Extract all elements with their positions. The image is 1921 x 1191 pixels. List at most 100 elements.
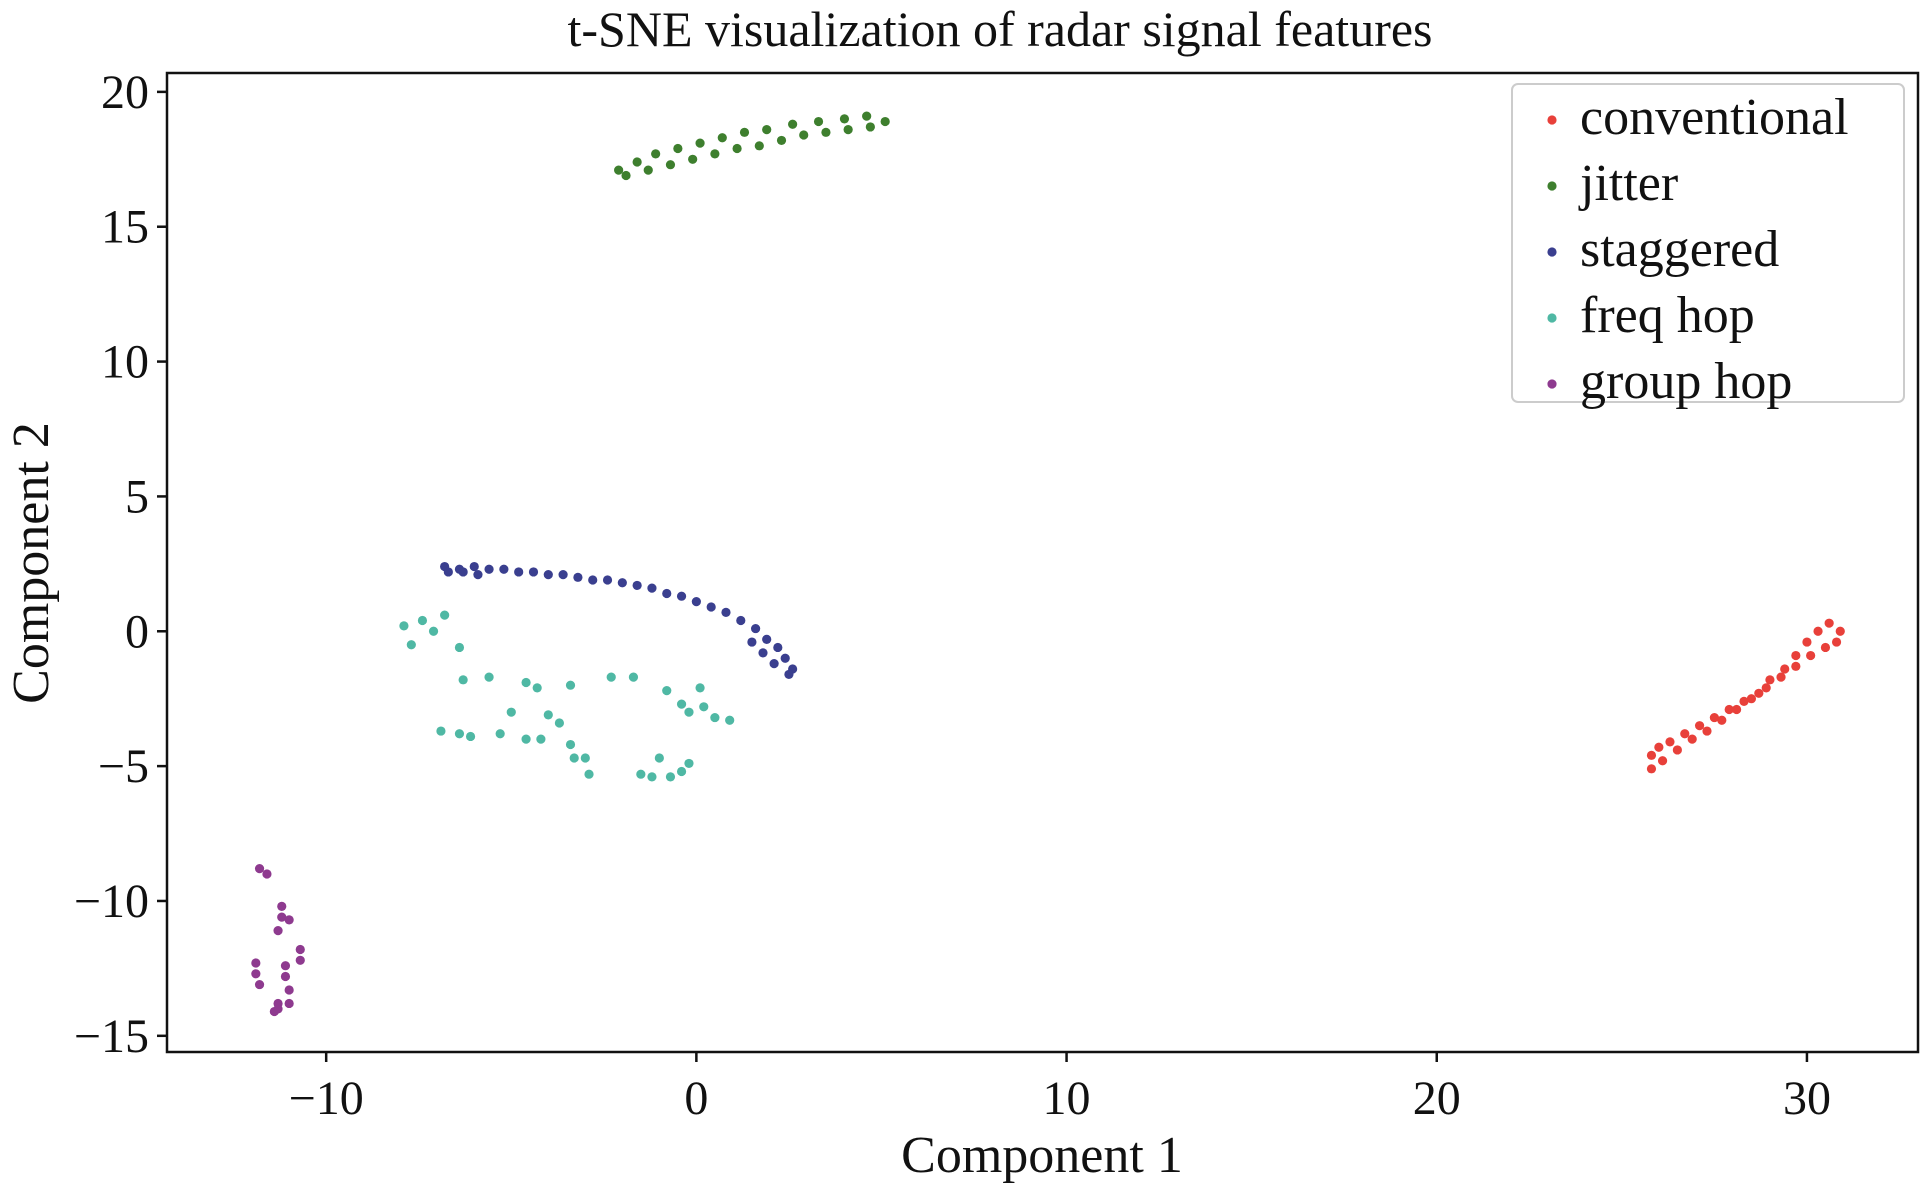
data-point xyxy=(880,116,890,127)
data-point xyxy=(1687,734,1697,744)
data-point xyxy=(558,570,568,580)
data-point xyxy=(1739,696,1749,706)
data-point xyxy=(428,626,439,636)
legend-frame xyxy=(1511,83,1905,403)
data-point xyxy=(528,567,539,577)
data-point xyxy=(776,135,787,146)
data-point xyxy=(762,634,772,644)
data-point xyxy=(495,729,505,739)
series-jitter xyxy=(614,111,890,181)
data-point xyxy=(773,642,783,653)
data-point xyxy=(784,669,794,680)
data-point xyxy=(862,111,872,121)
data-point xyxy=(499,564,509,574)
data-point xyxy=(813,116,824,127)
data-point xyxy=(614,165,624,175)
data-point xyxy=(865,122,875,132)
data-point xyxy=(514,567,524,577)
series-freq-hop xyxy=(399,610,735,782)
data-point xyxy=(654,753,664,763)
data-point xyxy=(636,769,646,779)
data-point xyxy=(721,607,731,617)
data-point xyxy=(254,979,265,990)
x-tick-label: 20 xyxy=(1413,1072,1461,1125)
data-point xyxy=(436,726,446,736)
data-point xyxy=(695,683,705,693)
y-tick-label: 5 xyxy=(125,470,149,523)
data-point xyxy=(1702,726,1712,736)
data-point xyxy=(736,615,746,626)
data-point xyxy=(521,677,531,688)
data-point xyxy=(602,575,613,585)
x-axis: −10 0 10 20 30 xyxy=(289,1052,1831,1125)
data-point xyxy=(676,766,687,777)
legend-label: staggered xyxy=(1580,221,1779,278)
data-point xyxy=(543,570,553,580)
data-point xyxy=(1820,642,1831,653)
data-point xyxy=(1724,704,1734,715)
data-point xyxy=(632,580,642,591)
data-point xyxy=(1824,618,1834,628)
data-point xyxy=(484,564,494,574)
data-point xyxy=(1654,742,1664,752)
data-point xyxy=(684,707,694,717)
data-point xyxy=(554,718,565,728)
data-point xyxy=(1813,626,1823,636)
data-point xyxy=(606,672,616,682)
data-point xyxy=(665,772,676,782)
data-point xyxy=(710,149,720,159)
legend-marker xyxy=(1547,115,1557,125)
data-point xyxy=(762,125,772,135)
data-point xyxy=(643,165,653,175)
y-tick-label: 20 xyxy=(101,66,149,119)
data-point xyxy=(295,944,305,955)
data-point xyxy=(440,610,450,620)
data-point xyxy=(621,170,631,181)
data-point xyxy=(1761,683,1771,693)
data-point xyxy=(417,615,428,626)
data-point xyxy=(573,572,583,582)
data-point xyxy=(725,715,735,725)
data-point xyxy=(628,672,639,682)
data-point xyxy=(1765,675,1775,685)
data-point xyxy=(543,710,553,720)
y-tick-label: 0 xyxy=(125,605,149,658)
data-point xyxy=(251,958,261,968)
data-point xyxy=(839,114,850,124)
data-point xyxy=(673,143,683,154)
data-point xyxy=(536,734,546,744)
data-point xyxy=(454,642,465,653)
data-point xyxy=(769,659,779,669)
data-point xyxy=(1694,721,1705,731)
data-point xyxy=(484,672,494,682)
data-point xyxy=(788,119,798,129)
series-group-hop xyxy=(251,864,305,1017)
data-point xyxy=(580,753,590,763)
scatter-points xyxy=(251,111,1845,1017)
series-staggered xyxy=(440,561,798,680)
data-point xyxy=(1835,626,1845,636)
data-point xyxy=(632,157,642,167)
data-point xyxy=(277,901,287,911)
data-point xyxy=(588,575,598,585)
data-point xyxy=(284,998,294,1009)
data-point xyxy=(695,138,705,148)
data-point xyxy=(465,731,476,742)
data-point xyxy=(1791,650,1801,661)
data-point xyxy=(647,772,657,782)
data-point xyxy=(284,915,294,925)
data-point xyxy=(1665,737,1675,747)
y-axis-label: Component 2 xyxy=(3,422,60,704)
x-tick-label: 30 xyxy=(1783,1072,1831,1125)
data-point xyxy=(443,567,453,577)
data-point xyxy=(699,702,709,712)
data-point xyxy=(665,160,676,170)
data-point xyxy=(617,578,627,588)
x-tick-label: 0 xyxy=(684,1072,708,1125)
data-point xyxy=(1709,712,1719,723)
data-point xyxy=(295,955,305,965)
data-point xyxy=(521,734,531,744)
data-point xyxy=(254,864,265,874)
data-point xyxy=(688,154,698,164)
